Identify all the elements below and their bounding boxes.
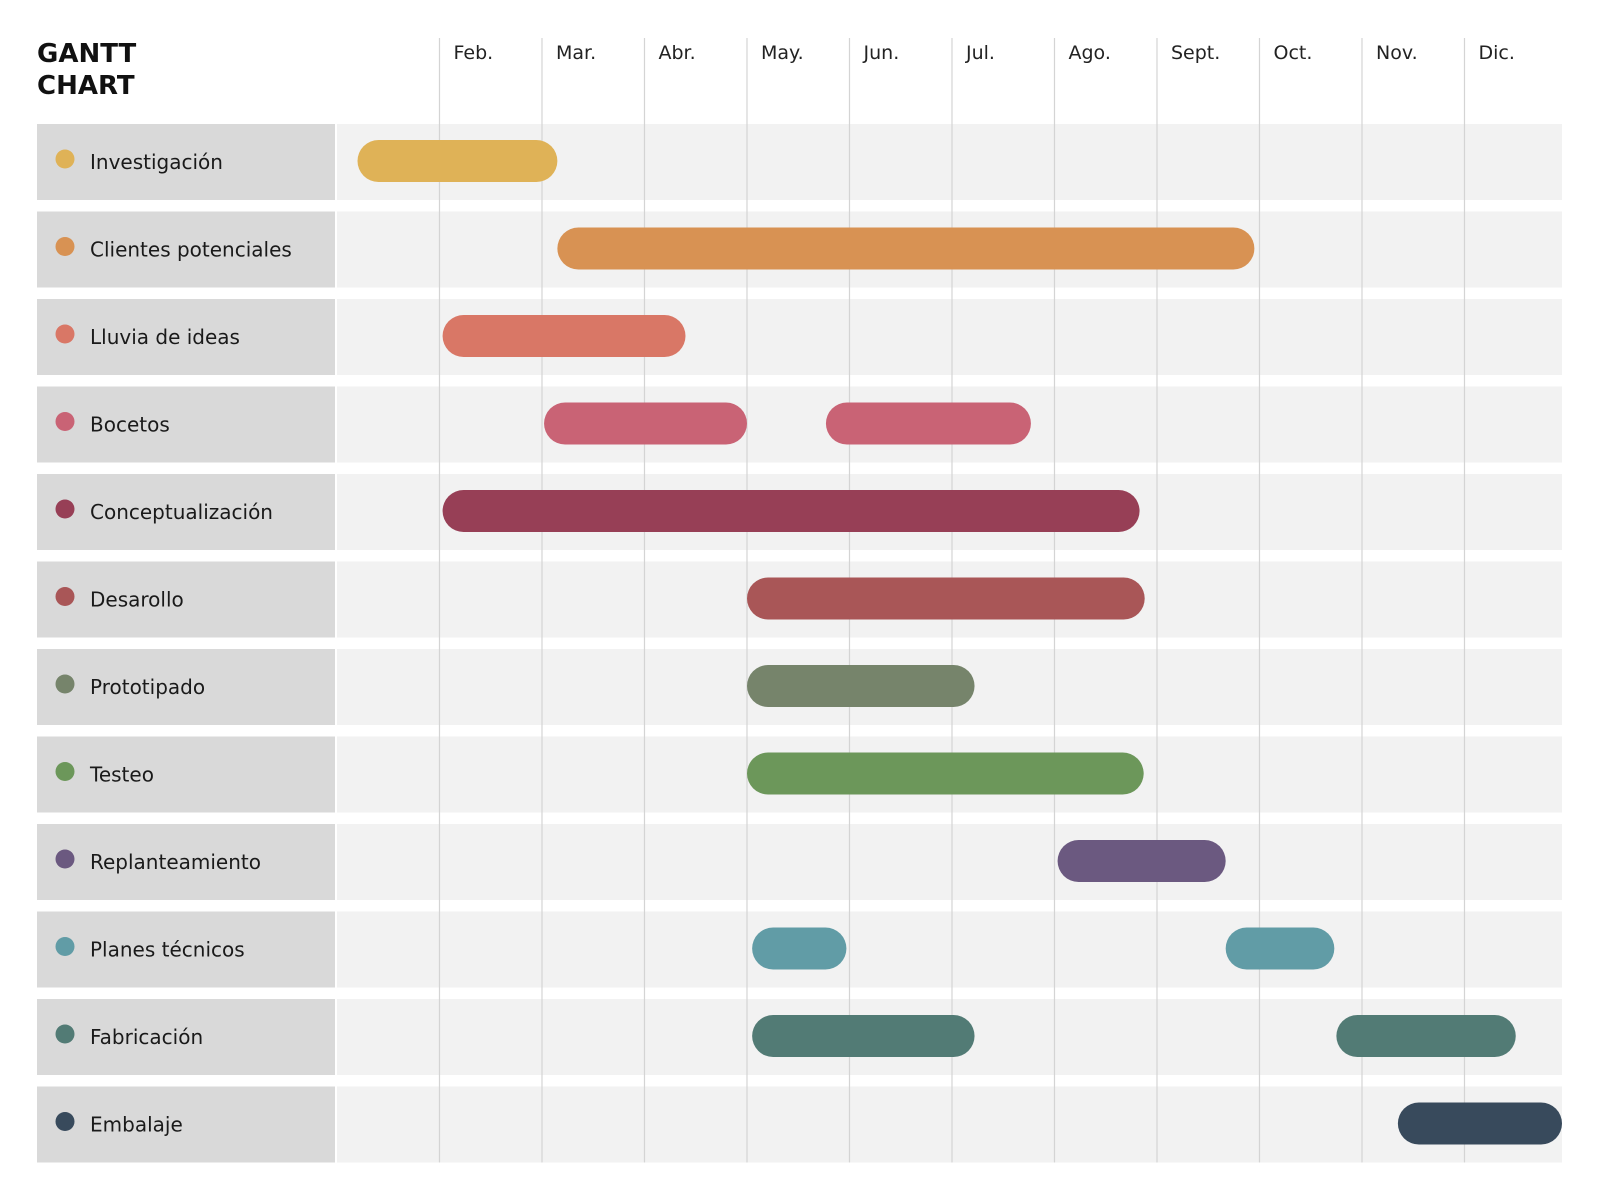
task-label: Investigación <box>90 150 223 174</box>
month-gridlines <box>438 38 1466 1163</box>
month-axis: Feb. Mar. Abr. May. Jun. Jul. Ago. Sept. Oct. Nov… <box>454 42 1515 64</box>
task-color-dot <box>55 499 75 519</box>
task-color-dot <box>55 1024 75 1044</box>
month-label: Sept. <box>1171 42 1220 64</box>
task-bar <box>1225 927 1335 970</box>
task-label: Testeo <box>89 763 154 787</box>
task-label-cell <box>37 911 335 988</box>
task-list: Investigación Clientes potenciales Lluvia … <box>55 149 292 1137</box>
task-bar <box>752 927 847 970</box>
month-label: Mar. <box>556 42 596 64</box>
task-bar <box>1057 840 1226 882</box>
task-bar <box>747 752 1144 795</box>
month-label: Nov. <box>1376 42 1418 64</box>
task-bar <box>825 402 1031 445</box>
row-backgrounds <box>37 124 1562 1163</box>
timeline-row <box>337 911 1562 988</box>
task-bar <box>752 1015 975 1057</box>
task-bar <box>1336 1015 1516 1057</box>
task-bars <box>357 140 1562 1145</box>
task-color-dot <box>55 324 75 344</box>
task-label-cell <box>37 124 335 200</box>
task-label-cell <box>37 736 335 813</box>
timeline-row <box>337 1086 1562 1163</box>
task-bar <box>747 665 975 707</box>
task-label: Prototipado <box>90 675 205 699</box>
month-label: Abr. <box>659 42 696 64</box>
task-bar <box>1397 1102 1562 1145</box>
month-label: Oct. <box>1274 42 1313 64</box>
month-label: May. <box>761 42 804 64</box>
task-label-cell <box>37 999 335 1075</box>
task-bar <box>747 577 1145 620</box>
task-label: Conceptualización <box>90 500 273 524</box>
task-color-dot <box>55 762 75 781</box>
task-color-dot <box>55 237 75 256</box>
month-label: Jul. <box>965 42 995 64</box>
chart-title-line-2: CHART <box>37 71 135 101</box>
task-bar <box>357 140 558 182</box>
task-bar <box>442 490 1140 532</box>
task-label-cell <box>37 299 335 375</box>
chart-title: GANTT CHART <box>37 38 136 102</box>
task-label: Clientes potenciales <box>90 238 292 262</box>
task-label-cell <box>37 824 335 900</box>
task-color-dot <box>55 412 75 431</box>
chart-title-line-1: GANTT <box>37 39 137 69</box>
task-color-dot <box>55 937 75 956</box>
timeline-row <box>337 824 1562 900</box>
task-color-dot <box>55 849 75 869</box>
task-label-cell <box>37 211 335 288</box>
task-label: Lluvia de ideas <box>90 325 240 349</box>
task-label-cell <box>37 474 335 550</box>
month-label: Feb. <box>454 42 494 64</box>
task-color-dot <box>55 587 75 606</box>
task-label: Fabricación <box>90 1025 203 1049</box>
month-label: Ago. <box>1069 42 1111 64</box>
task-label: Desarollo <box>90 588 184 612</box>
task-label: Planes técnicos <box>90 938 245 962</box>
task-label-cell <box>37 561 335 638</box>
task-label-cell <box>37 386 335 463</box>
task-bar <box>442 315 686 357</box>
task-label: Bocetos <box>90 413 170 437</box>
task-label: Replanteamiento <box>90 850 261 874</box>
task-color-dot <box>55 674 75 694</box>
task-bar <box>544 402 747 445</box>
task-label-cell <box>37 1086 335 1163</box>
task-bar <box>557 227 1255 270</box>
month-label: Dic. <box>1479 42 1515 64</box>
task-label-cell <box>37 649 335 725</box>
task-color-dot <box>55 1112 75 1131</box>
task-color-dot <box>55 149 75 169</box>
task-label: Embalaje <box>90 1113 183 1137</box>
month-label: Jun. <box>863 42 900 64</box>
